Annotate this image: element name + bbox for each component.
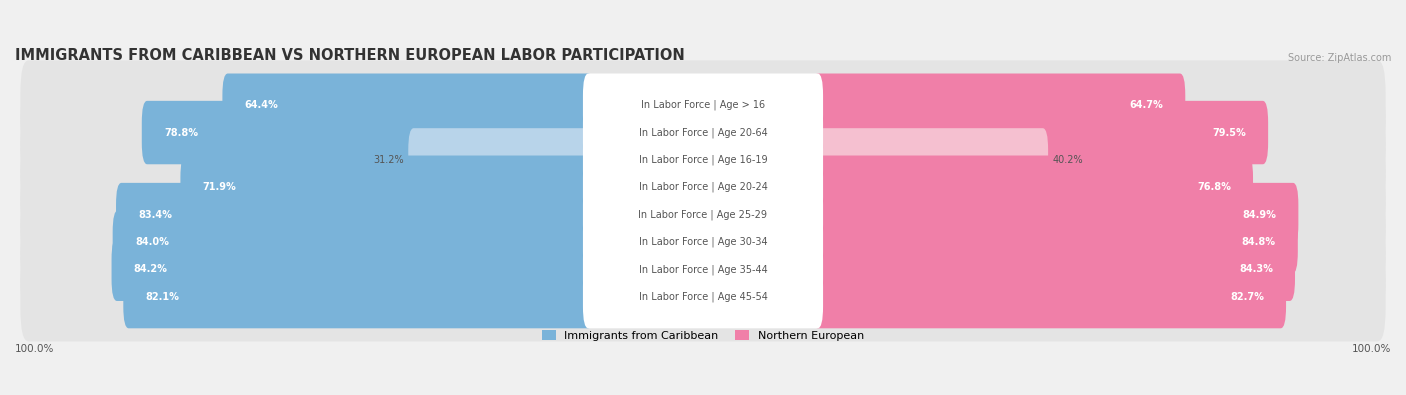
Text: 84.9%: 84.9%: [1243, 210, 1277, 220]
Text: In Labor Force | Age 20-64: In Labor Force | Age 20-64: [638, 127, 768, 138]
Text: 100.0%: 100.0%: [1351, 344, 1391, 354]
FancyBboxPatch shape: [21, 115, 1385, 205]
FancyBboxPatch shape: [813, 73, 1185, 137]
FancyBboxPatch shape: [583, 265, 823, 328]
FancyBboxPatch shape: [813, 265, 1286, 328]
Text: In Labor Force | Age 45-54: In Labor Force | Age 45-54: [638, 292, 768, 302]
FancyBboxPatch shape: [813, 156, 1253, 219]
Text: 82.7%: 82.7%: [1230, 292, 1264, 302]
Text: Source: ZipAtlas.com: Source: ZipAtlas.com: [1288, 53, 1391, 63]
FancyBboxPatch shape: [583, 101, 823, 164]
Text: 84.2%: 84.2%: [134, 264, 167, 274]
FancyBboxPatch shape: [21, 88, 1385, 177]
Text: 40.2%: 40.2%: [1053, 155, 1084, 165]
FancyBboxPatch shape: [583, 156, 823, 219]
Text: 100.0%: 100.0%: [15, 344, 55, 354]
FancyBboxPatch shape: [813, 183, 1298, 246]
FancyBboxPatch shape: [813, 101, 1268, 164]
Text: IMMIGRANTS FROM CARIBBEAN VS NORTHERN EUROPEAN LABOR PARTICIPATION: IMMIGRANTS FROM CARIBBEAN VS NORTHERN EU…: [15, 48, 685, 63]
Text: 76.8%: 76.8%: [1197, 182, 1230, 192]
FancyBboxPatch shape: [180, 156, 593, 219]
FancyBboxPatch shape: [21, 143, 1385, 232]
FancyBboxPatch shape: [21, 224, 1385, 314]
Text: 64.7%: 64.7%: [1129, 100, 1163, 110]
FancyBboxPatch shape: [583, 237, 823, 301]
Text: 78.8%: 78.8%: [165, 128, 198, 137]
Text: In Labor Force | Age 20-24: In Labor Force | Age 20-24: [638, 182, 768, 192]
FancyBboxPatch shape: [583, 73, 823, 137]
FancyBboxPatch shape: [408, 128, 593, 192]
FancyBboxPatch shape: [813, 210, 1298, 274]
Text: 79.5%: 79.5%: [1212, 128, 1246, 137]
FancyBboxPatch shape: [21, 197, 1385, 287]
Text: 83.4%: 83.4%: [138, 210, 172, 220]
Text: 84.8%: 84.8%: [1241, 237, 1275, 247]
Legend: Immigrants from Caribbean, Northern European: Immigrants from Caribbean, Northern Euro…: [537, 325, 869, 345]
FancyBboxPatch shape: [583, 210, 823, 274]
FancyBboxPatch shape: [222, 73, 593, 137]
FancyBboxPatch shape: [21, 60, 1385, 150]
Text: 82.1%: 82.1%: [146, 292, 180, 302]
FancyBboxPatch shape: [21, 170, 1385, 260]
FancyBboxPatch shape: [142, 101, 593, 164]
FancyBboxPatch shape: [813, 237, 1295, 301]
Text: 64.4%: 64.4%: [245, 100, 278, 110]
Text: In Labor Force | Age 25-29: In Labor Force | Age 25-29: [638, 209, 768, 220]
Text: 71.9%: 71.9%: [202, 182, 236, 192]
FancyBboxPatch shape: [124, 265, 593, 328]
Text: 84.3%: 84.3%: [1239, 264, 1272, 274]
Text: 84.0%: 84.0%: [135, 237, 169, 247]
FancyBboxPatch shape: [583, 183, 823, 246]
FancyBboxPatch shape: [21, 252, 1385, 341]
Text: 31.2%: 31.2%: [373, 155, 404, 165]
Text: In Labor Force | Age > 16: In Labor Force | Age > 16: [641, 100, 765, 111]
Text: In Labor Force | Age 16-19: In Labor Force | Age 16-19: [638, 155, 768, 165]
FancyBboxPatch shape: [583, 128, 823, 192]
FancyBboxPatch shape: [112, 210, 593, 274]
FancyBboxPatch shape: [813, 128, 1047, 192]
Text: In Labor Force | Age 30-34: In Labor Force | Age 30-34: [638, 237, 768, 247]
FancyBboxPatch shape: [117, 183, 593, 246]
Text: In Labor Force | Age 35-44: In Labor Force | Age 35-44: [638, 264, 768, 275]
FancyBboxPatch shape: [111, 237, 593, 301]
